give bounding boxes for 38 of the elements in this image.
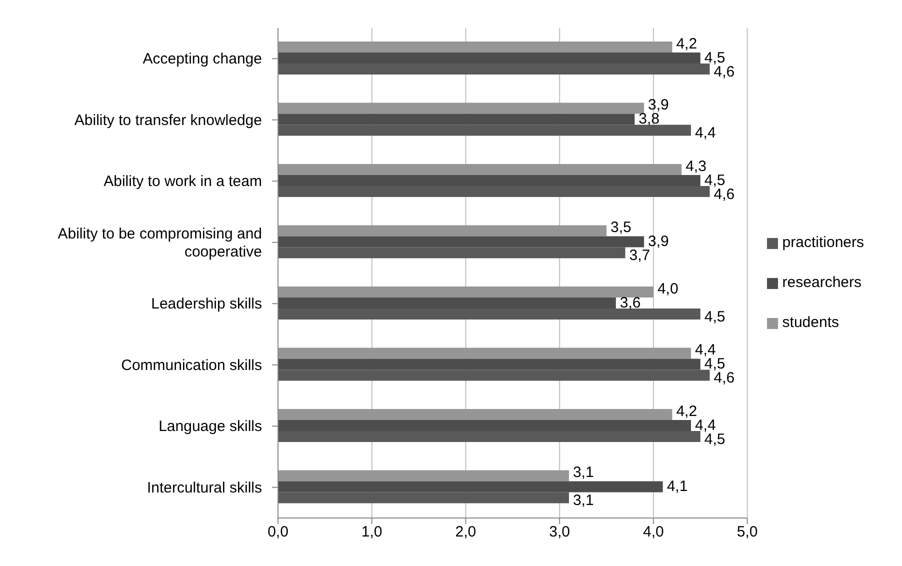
data-label: 4,4 [694, 124, 716, 142]
bar [278, 408, 672, 420]
x-tick-label: 1,0 [361, 524, 382, 541]
data-label: 4,1 [666, 478, 688, 496]
legend-label: students [782, 314, 840, 331]
bar [278, 102, 644, 114]
bar [278, 164, 682, 175]
y-tick-label: Intercultural skills [146, 478, 262, 496]
bar [278, 41, 672, 52]
data-label: 3,9 [648, 233, 669, 250]
bar [278, 470, 569, 482]
y-tick-label: Accepting change [142, 50, 262, 68]
data-label: 4,5 [704, 308, 726, 326]
bar [278, 286, 654, 298]
data-label: 3,1 [572, 492, 594, 510]
y-tick-label: Ability to be compromising and cooperative [58, 224, 262, 260]
data-label: 3,5 [610, 219, 632, 236]
bar [278, 348, 691, 359]
y-tick-label: Language skills [158, 418, 262, 435]
data-label: 4,0 [657, 280, 678, 298]
x-tick-label: 4,0 [643, 524, 664, 541]
y-tick-label: Leadership skills [151, 295, 262, 312]
legend-label: practitioners [782, 234, 864, 251]
y-tick-label: Communication skills [121, 356, 262, 374]
x-tick-label: 5,0 [736, 524, 758, 541]
data-label: 4,3 [686, 158, 706, 175]
bar [278, 225, 607, 236]
x-tick-label: 2,0 [455, 524, 476, 541]
data-label: 3,1 [572, 464, 594, 482]
y-tick-label: Ability to work in a team [104, 172, 262, 190]
y-tick-label: Ability to transfer knowledge [74, 111, 262, 128]
x-tick-label: 3,0 [549, 524, 570, 541]
data-label: 3,7 [629, 247, 650, 264]
legend-label: researchers [782, 274, 862, 291]
data-label: 4,2 [676, 402, 698, 420]
x-tick-label: 0,0 [268, 524, 288, 541]
data-label: 4,2 [676, 35, 698, 52]
data-label: 3,6 [620, 294, 641, 312]
